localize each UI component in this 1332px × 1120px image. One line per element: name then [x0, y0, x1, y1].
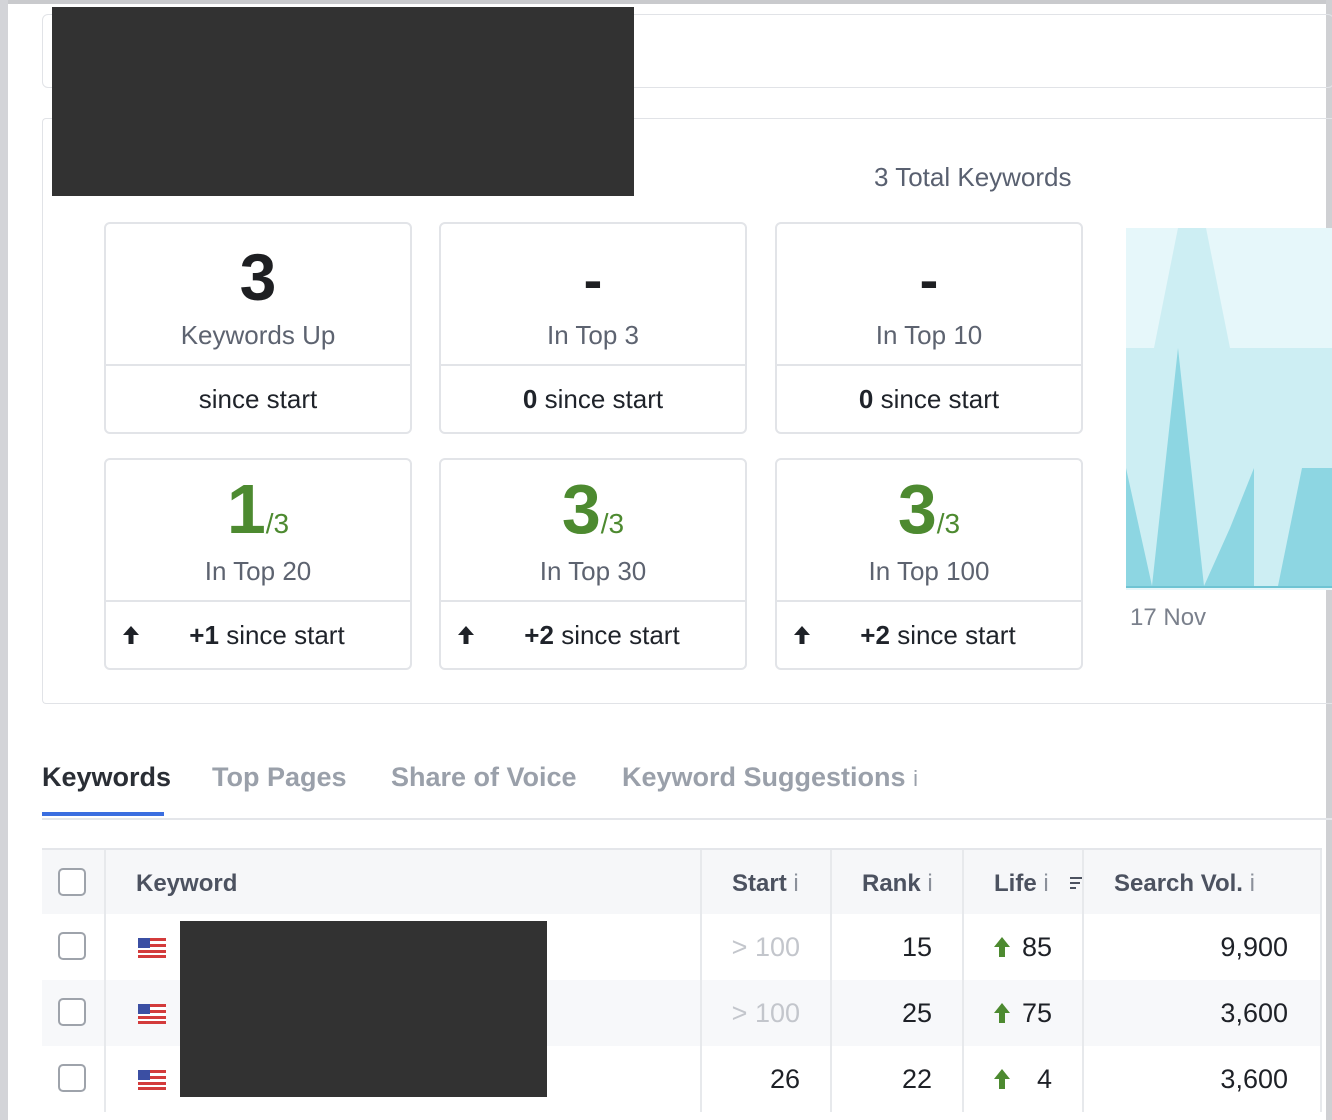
stat-value: 3 [897, 470, 937, 548]
row-checkbox[interactable] [58, 998, 86, 1026]
us-flag-icon [138, 1070, 166, 1090]
stat-change-text: since start [198, 383, 318, 414]
table-header-row: Keyword Start i Rank i Life i Search Vol… [42, 848, 1322, 916]
summary-panel [42, 118, 1332, 704]
stat-change-text: since start [226, 619, 345, 650]
sort-icon[interactable] [1070, 876, 1084, 890]
stat-label: In Top 10 [875, 320, 983, 350]
arrow-up-icon [794, 626, 810, 644]
search-volume-value: 3,600 [1220, 998, 1288, 1028]
stat-label: In Top 30 [539, 556, 647, 586]
column-header-search-volume[interactable]: Search Vol. i [1114, 870, 1255, 897]
arrow-up-icon [994, 937, 1010, 957]
total-keywords-label: 3 Total Keywords [874, 162, 1072, 192]
ranking-area-chart [1126, 228, 1332, 590]
stat-change-value: +1 [189, 619, 219, 650]
stat-change-value: 0 [522, 383, 538, 414]
start-value: 26 [769, 1064, 800, 1094]
tab-share-of-voice[interactable]: Share of Voice [391, 762, 577, 792]
info-icon: i [913, 766, 918, 791]
chart-area-front [1126, 348, 1332, 588]
window-left-border [0, 0, 8, 1120]
rank-value: 25 [901, 998, 932, 1028]
redacted-keywords [180, 921, 547, 1097]
stat-total: /3 [936, 508, 961, 539]
select-all-checkbox[interactable] [58, 868, 86, 896]
column-header-keyword[interactable]: Keyword [136, 870, 238, 897]
stat-ratio: 3/3 [777, 474, 1081, 564]
rank-value: 22 [901, 1064, 932, 1094]
tab-keyword-suggestions[interactable]: Keyword Suggestions i [622, 762, 918, 792]
column-header-start[interactable]: Start i [732, 870, 799, 897]
stat-change-text: since start [897, 619, 1016, 650]
start-value: > 100 [731, 932, 800, 962]
stat-value: 1 [226, 470, 266, 548]
info-icon: i [1249, 870, 1255, 897]
stat-value: 3 [561, 470, 601, 548]
active-tab-indicator [42, 812, 164, 816]
stat-change-value: +2 [860, 619, 890, 650]
stat-label: In Top 20 [204, 556, 312, 586]
info-icon: i [927, 870, 933, 897]
chart-date-label: 17 Nov [1130, 604, 1207, 631]
search-volume-value: 9,900 [1220, 932, 1288, 962]
stat-label: Keywords Up [180, 320, 336, 350]
stat-value: 3 [239, 240, 277, 314]
stat-card-keywords-up: 3 Keywords Up since start [104, 222, 412, 434]
info-icon: i [793, 870, 799, 897]
stat-change-text: since start [544, 383, 664, 414]
stat-card-top-10: - In Top 10 0 since start [775, 222, 1083, 434]
stat-change-value: +2 [524, 619, 554, 650]
stat-value: - [583, 248, 603, 311]
stat-total: /3 [265, 508, 290, 539]
stat-change-text: since start [880, 383, 1000, 414]
stat-ratio: 1/3 [106, 474, 410, 564]
arrow-up-icon [994, 1003, 1010, 1023]
life-value: 4 [1036, 1064, 1052, 1094]
us-flag-icon [138, 938, 166, 958]
stat-card-top-20: 1/3 In Top 20 +1 since start [104, 458, 412, 670]
stat-ratio: 3/3 [441, 474, 745, 564]
start-value: > 100 [731, 998, 800, 1028]
window-top-border [0, 0, 1332, 4]
tab-top-pages[interactable]: Top Pages [212, 762, 347, 792]
life-value: 85 [1021, 932, 1052, 962]
arrow-up-icon [458, 626, 474, 644]
column-header-rank[interactable]: Rank i [862, 870, 933, 897]
rank-value: 15 [901, 932, 932, 962]
stat-card-top-30: 3/3 In Top 30 +2 since start [439, 458, 747, 670]
stat-total: /3 [600, 508, 625, 539]
stat-value: - [919, 248, 939, 311]
stat-label: In Top 100 [868, 556, 990, 586]
stat-card-top-100: 3/3 In Top 100 +2 since start [775, 458, 1083, 670]
arrow-up-icon [994, 1069, 1010, 1089]
stat-change-value: 0 [858, 383, 874, 414]
life-value: 75 [1021, 998, 1052, 1028]
header-panel [42, 14, 1332, 88]
stat-change-text: since start [561, 619, 680, 650]
column-header-life[interactable]: Life i [994, 870, 1049, 897]
info-icon: i [1043, 870, 1049, 897]
search-volume-value: 3,600 [1220, 1064, 1288, 1094]
stat-label: In Top 3 [546, 320, 640, 350]
tab-bar: Keywords Top Pages Share of Voice Keywor… [42, 748, 1332, 820]
stat-card-top-3: - In Top 3 0 since start [439, 222, 747, 434]
row-checkbox[interactable] [58, 1064, 86, 1092]
row-checkbox[interactable] [58, 932, 86, 960]
arrow-up-icon [123, 626, 139, 644]
redacted-header [52, 7, 634, 196]
tab-keywords[interactable]: Keywords [42, 762, 172, 792]
us-flag-icon [138, 1004, 166, 1024]
